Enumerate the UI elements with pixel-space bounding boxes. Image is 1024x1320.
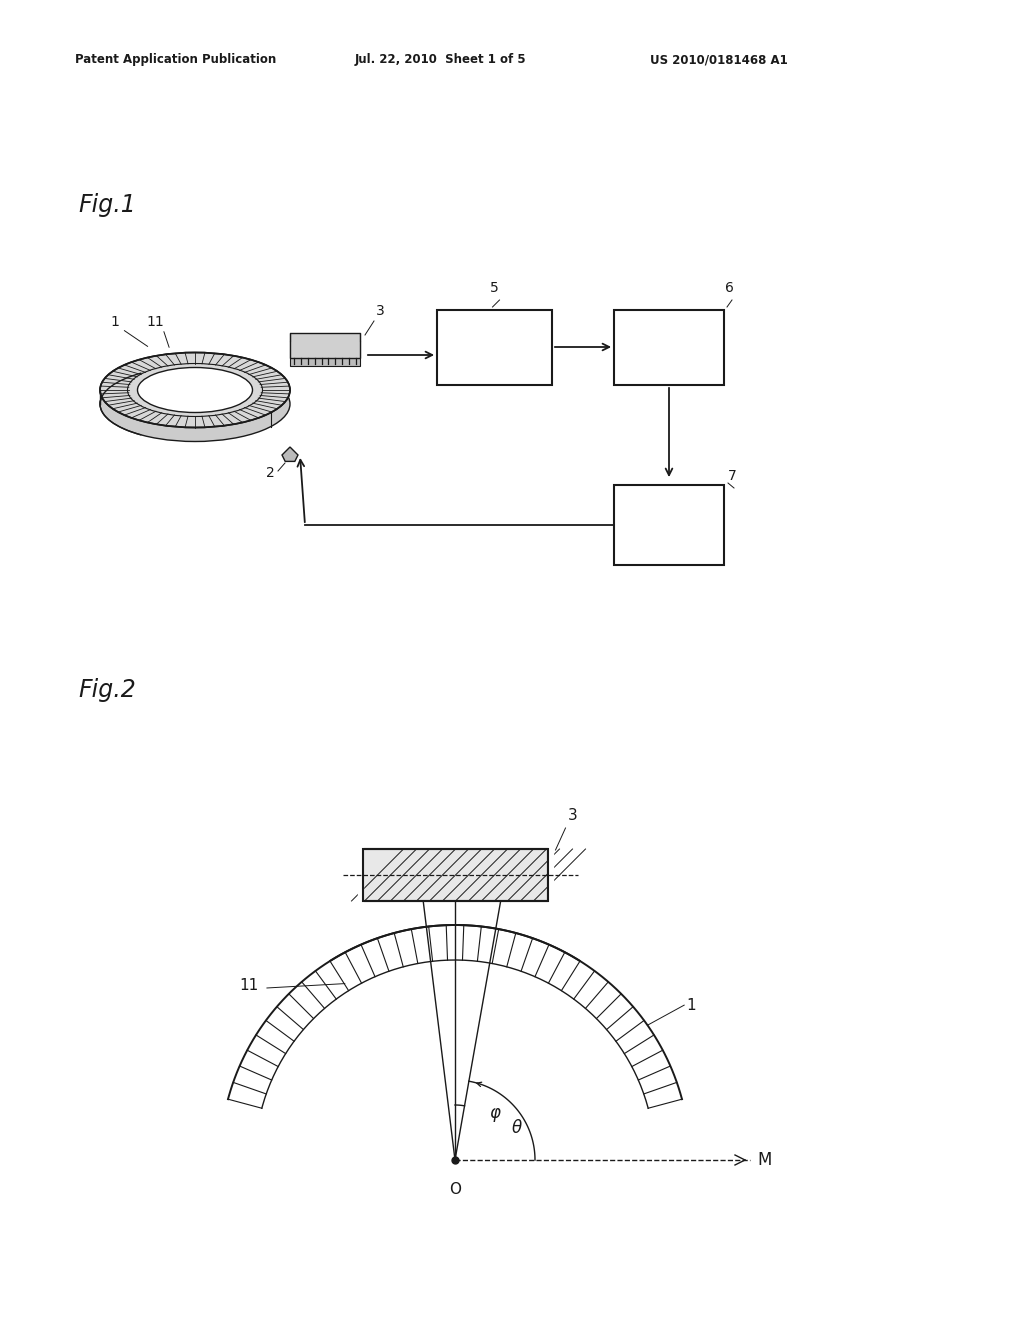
Polygon shape: [357, 847, 362, 903]
Polygon shape: [362, 849, 548, 902]
Text: 7: 7: [728, 469, 736, 483]
Text: A/D: A/D: [481, 330, 508, 345]
Text: O: O: [449, 1183, 461, 1197]
Text: 3: 3: [376, 304, 384, 318]
Text: B: B: [410, 854, 421, 870]
Text: φ: φ: [489, 1105, 500, 1122]
Text: Jul. 22, 2010  Sheet 1 of 5: Jul. 22, 2010 Sheet 1 of 5: [355, 54, 526, 66]
FancyBboxPatch shape: [290, 341, 360, 366]
FancyBboxPatch shape: [614, 310, 724, 385]
Text: 5: 5: [490, 281, 499, 294]
Polygon shape: [282, 447, 298, 462]
Text: converter: converter: [458, 355, 531, 370]
Text: unit: unit: [654, 532, 684, 546]
Text: 2: 2: [265, 466, 274, 480]
Text: A: A: [504, 857, 515, 871]
FancyBboxPatch shape: [290, 333, 360, 358]
Text: 6: 6: [725, 281, 733, 294]
Text: Fig.2: Fig.2: [78, 678, 136, 702]
Text: 3: 3: [567, 808, 578, 822]
Text: Display: Display: [641, 506, 697, 520]
Text: 1: 1: [111, 315, 120, 329]
FancyBboxPatch shape: [614, 484, 724, 565]
Ellipse shape: [100, 367, 290, 441]
Ellipse shape: [137, 367, 253, 412]
Text: 11: 11: [146, 315, 164, 329]
FancyBboxPatch shape: [437, 310, 552, 385]
Polygon shape: [548, 847, 553, 903]
Text: M: M: [758, 1151, 772, 1170]
Text: US 2010/0181468 A1: US 2010/0181468 A1: [650, 54, 787, 66]
Text: 1: 1: [686, 998, 696, 1012]
Text: 11: 11: [240, 978, 259, 993]
Text: Fig.1: Fig.1: [78, 193, 136, 216]
Text: θ: θ: [512, 1119, 522, 1137]
Text: C P U: C P U: [645, 338, 693, 356]
Text: Patent Application Publication: Patent Application Publication: [75, 54, 276, 66]
Ellipse shape: [100, 352, 290, 428]
